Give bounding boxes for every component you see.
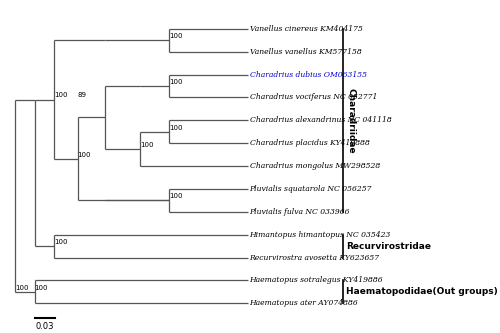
Text: 100: 100 — [170, 125, 183, 131]
Text: 100: 100 — [170, 193, 183, 199]
Text: 100: 100 — [170, 79, 183, 85]
Text: 100: 100 — [34, 285, 48, 291]
Text: Pluvialis squatarola NC 056257: Pluvialis squatarola NC 056257 — [250, 185, 372, 193]
Text: Charadriidae: Charadriidae — [346, 88, 356, 153]
Text: Charadrius alexandrinus NC 041118: Charadrius alexandrinus NC 041118 — [250, 116, 392, 124]
Text: 100: 100 — [54, 93, 68, 99]
Text: Recurvirostra avosetta KY623657: Recurvirostra avosetta KY623657 — [250, 253, 380, 261]
Text: Vanellus cinereus KM404175: Vanellus cinereus KM404175 — [250, 25, 362, 33]
Text: Pluvialis fulva NC 033966: Pluvialis fulva NC 033966 — [250, 208, 350, 216]
Text: 100: 100 — [78, 152, 91, 158]
Text: Charadrius vociferus NC 052771: Charadrius vociferus NC 052771 — [250, 94, 377, 102]
Text: Haematopus ater AY074886: Haematopus ater AY074886 — [250, 299, 358, 307]
Text: Charadrius dubius OM063155: Charadrius dubius OM063155 — [250, 71, 366, 79]
Text: Vanellus vanellus KM577158: Vanellus vanellus KM577158 — [250, 48, 362, 56]
Text: Himantopus himantopus NC 035423: Himantopus himantopus NC 035423 — [250, 231, 391, 239]
Text: Recurvirostridae: Recurvirostridae — [346, 242, 432, 251]
Text: Haematopus sotralegus KY419886: Haematopus sotralegus KY419886 — [250, 276, 383, 284]
Text: 100: 100 — [54, 239, 68, 245]
Text: Haematopodidae(Out groups): Haematopodidae(Out groups) — [346, 287, 498, 296]
Text: Charadrius mongolus MW298528: Charadrius mongolus MW298528 — [250, 162, 380, 170]
Text: Charadrius placidus KY419888: Charadrius placidus KY419888 — [250, 139, 370, 147]
Text: 100: 100 — [15, 285, 28, 291]
Text: 100: 100 — [140, 142, 153, 148]
Text: 89: 89 — [78, 93, 86, 99]
Text: 0.03: 0.03 — [36, 322, 54, 331]
Text: 100: 100 — [170, 33, 183, 39]
